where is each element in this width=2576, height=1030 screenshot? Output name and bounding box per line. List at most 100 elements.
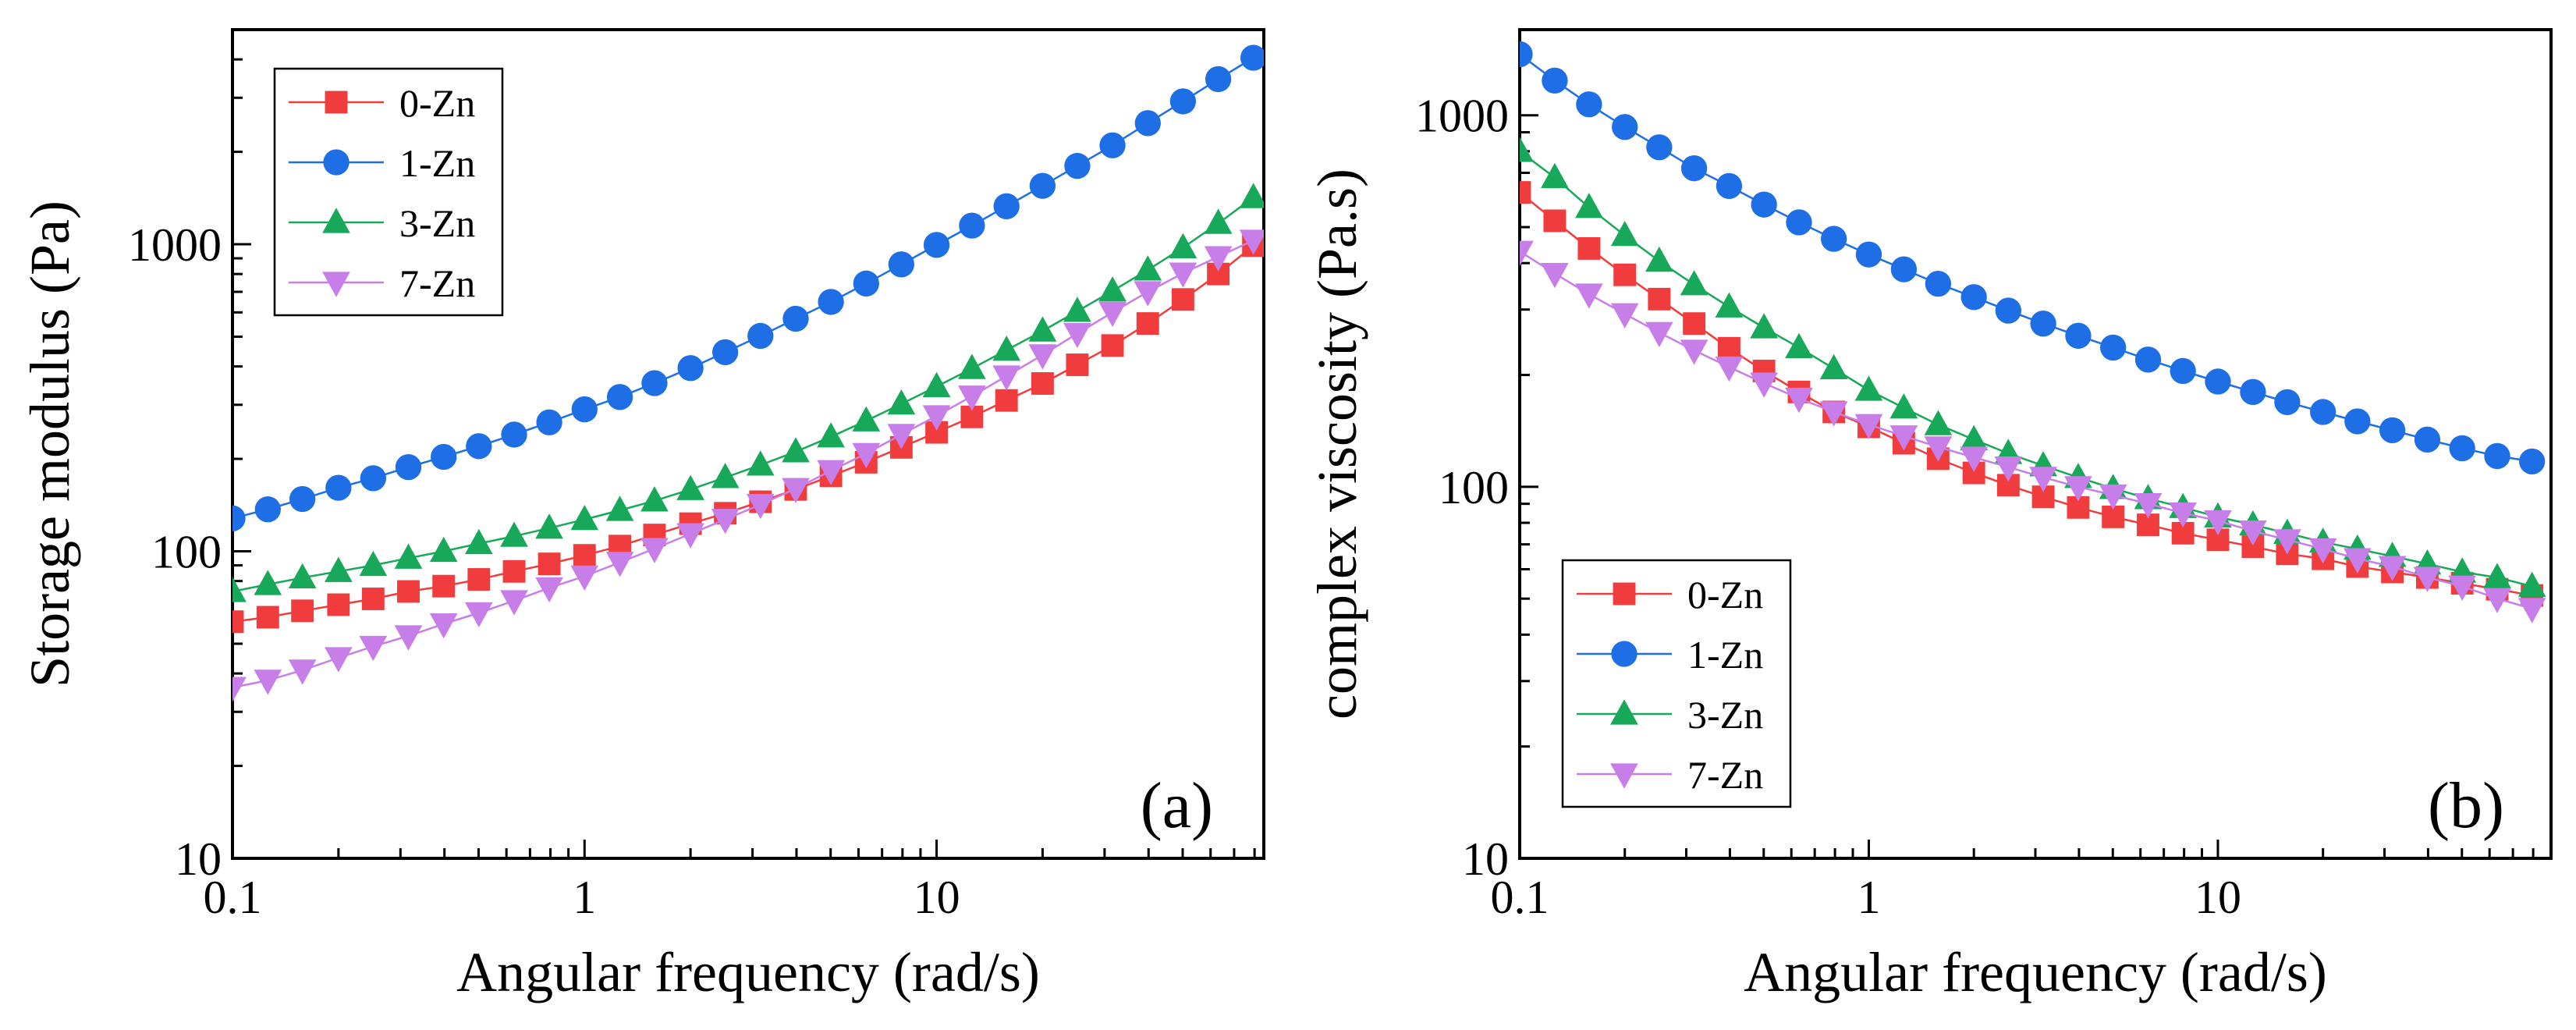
data-point: [1785, 387, 1813, 414]
data-point: [1098, 276, 1127, 302]
x-tick-label: 0.1: [1491, 872, 1549, 923]
data-point: [2378, 556, 2407, 581]
data-point: [1520, 137, 1534, 162]
data-point: [232, 677, 247, 702]
data-point: [2030, 311, 2056, 337]
legend-item-1-Zn: 1-Zn: [1577, 633, 1763, 677]
series-1-Zn: [232, 44, 1264, 531]
data-point: [1204, 246, 1233, 272]
legend-marker: [322, 208, 350, 233]
panel-label: (b): [2428, 769, 2504, 842]
data-point: [605, 552, 634, 577]
y-tick-label: 10: [175, 833, 222, 885]
series-7-Zn: [232, 229, 1264, 702]
x-tick-label: 1: [1857, 872, 1880, 923]
data-point: [325, 474, 352, 501]
data-point: [1648, 287, 1671, 311]
data-point: [2170, 357, 2196, 385]
legend-item-7-Zn: 7-Zn: [289, 261, 475, 305]
data-point: [2169, 502, 2198, 528]
data-point: [2064, 476, 2092, 502]
data-point: [466, 433, 492, 460]
series-7-Zn: [1520, 240, 2546, 623]
legend-marker: [1610, 763, 1638, 789]
data-point: [232, 610, 244, 634]
data-point: [2134, 493, 2163, 519]
data-point: [2518, 448, 2546, 475]
data-point: [1960, 284, 1987, 311]
data-point: [959, 212, 985, 239]
data-point: [887, 424, 916, 449]
data-point: [782, 478, 810, 503]
data-point: [1029, 172, 1056, 199]
data-point: [573, 544, 596, 567]
data-point: [1541, 262, 1569, 289]
data-point: [500, 521, 528, 547]
data-point: [2065, 322, 2092, 349]
series-line: [1520, 150, 2532, 588]
data-point: [232, 577, 247, 602]
data-point: [1169, 262, 1198, 288]
data-point: [1613, 263, 1637, 286]
data-point: [711, 509, 740, 535]
data-point: [606, 384, 633, 410]
data-point: [711, 339, 739, 366]
data-point: [782, 437, 810, 463]
legend-item-7-Zn: 7-Zn: [1577, 753, 1763, 797]
data-point: [1716, 172, 1743, 200]
data-point: [1680, 154, 1708, 182]
data-point: [2204, 510, 2232, 536]
legend-box: [273, 67, 504, 317]
legend-label: 1-Zn: [399, 141, 475, 185]
data-point: [995, 389, 1018, 412]
data-point: [2100, 334, 2127, 361]
data-point: [570, 565, 599, 591]
data-point: [1924, 436, 1953, 462]
y-axis-label: complex viscosity (Pa.s): [1306, 169, 1368, 719]
data-point: [1889, 425, 1918, 451]
data-point: [676, 474, 704, 500]
data-point: [1575, 193, 1603, 218]
data-point: [782, 305, 809, 332]
series-1-Zn: [1520, 41, 2546, 475]
x-tick-label: 0.1: [204, 872, 262, 923]
data-point: [1542, 67, 1568, 94]
data-point: [2274, 389, 2301, 416]
data-point: [677, 355, 704, 382]
data-point: [432, 574, 456, 598]
legend-marker: [325, 91, 348, 114]
data-point: [887, 389, 916, 415]
data-point: [747, 322, 774, 350]
data-point: [1066, 353, 1089, 376]
data-point: [288, 563, 317, 589]
data-point: [992, 365, 1021, 391]
data-point: [571, 396, 598, 423]
data-point: [1889, 393, 1918, 419]
data-point: [1098, 301, 1127, 328]
data-point: [1028, 316, 1057, 342]
legend-label: 3-Zn: [399, 201, 475, 245]
data-point: [394, 625, 423, 651]
data-point: [535, 513, 563, 539]
data-point: [1750, 372, 1779, 398]
data-point: [1610, 220, 1639, 247]
data-point: [2344, 408, 2371, 435]
data-point: [325, 647, 353, 673]
series-3-Zn: [232, 183, 1264, 602]
data-point: [2379, 417, 2406, 444]
data-point: [923, 232, 950, 258]
data-point: [1134, 255, 1162, 281]
data-point: [2484, 442, 2510, 470]
data-point: [1994, 456, 2023, 482]
data-point: [395, 453, 422, 481]
y-tick-label: 10: [1462, 833, 1509, 885]
data-point: [1063, 322, 1091, 349]
data-point: [1855, 241, 1882, 268]
legend-box: [1561, 559, 1792, 808]
data-point: [1577, 236, 1601, 260]
data-point: [2483, 588, 2511, 613]
x-tick-label: 10: [914, 872, 960, 923]
data-point: [1925, 270, 1952, 297]
data-point: [291, 599, 314, 623]
